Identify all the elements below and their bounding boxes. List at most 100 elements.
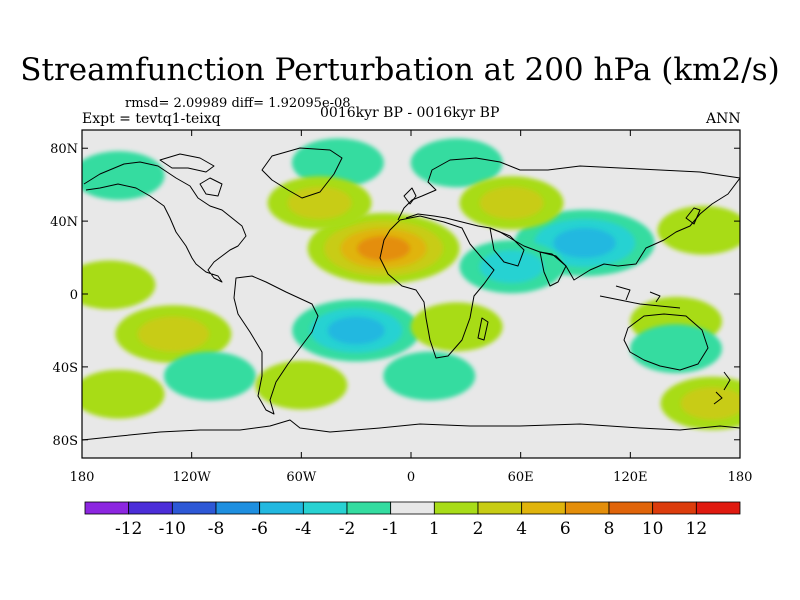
- anomaly-8: [410, 138, 503, 188]
- coastlines: [82, 147, 740, 441]
- anomaly-16-band-1: [82, 369, 165, 419]
- coastline-uk: [403, 187, 417, 205]
- colorbar-label-5: -4: [295, 519, 312, 539]
- colorbar-label-4: -6: [251, 519, 268, 539]
- coastline-greenland: [261, 147, 343, 199]
- colorbar-swatch-2: [128, 501, 173, 515]
- y-tick-label-2: 0: [70, 288, 78, 303]
- x-tick-label-2: 60W: [286, 470, 317, 485]
- colorbar-label-2: -10: [159, 519, 186, 539]
- anomaly-17: [660, 376, 740, 430]
- coastline-canadian-archipelago: [159, 153, 215, 173]
- colorbar-label-3: -8: [208, 519, 225, 539]
- x-tick-label-1: 120W: [173, 470, 212, 485]
- anomaly-18: [82, 260, 156, 310]
- x-tick-label-0: 180: [70, 470, 95, 485]
- colorbar: -12 -10 -8 -6 -4 -2 -1 1 2 4 6 8 10 12: [84, 501, 741, 539]
- anomaly-6-band-2: [287, 186, 352, 220]
- anomaly-2-band-3: [553, 228, 616, 258]
- coastline-new-zealand: [713, 371, 731, 405]
- colorbar-swatch-4: [215, 501, 261, 515]
- coastline-antarctica: [82, 419, 740, 441]
- anomaly-4: [292, 299, 421, 362]
- anomaly-12-band-1: [383, 351, 476, 401]
- y-tick-label-3: 40S: [53, 361, 78, 376]
- anomaly-1-band-4: [357, 236, 410, 261]
- stats-text: rmsd= 2.09989 diff= 1.92095e-08: [125, 96, 351, 111]
- anomaly-12: [383, 351, 476, 401]
- anomaly-1: [307, 213, 460, 284]
- anomaly-16: [82, 369, 165, 419]
- colorbar-label-12: 8: [604, 519, 615, 539]
- colorbar-label-10: 4: [516, 519, 527, 539]
- colorbar-swatch-13: [608, 501, 654, 515]
- colorbar-label-6: -2: [339, 519, 356, 539]
- colorbar-label-11: 6: [560, 519, 571, 539]
- colorbar-swatch-14: [652, 501, 697, 515]
- axis-layer: 180 120W 60W 0 60E 120E 180 80N 40N 0 40S 80S: [50, 130, 752, 485]
- colorbar-swatch-1: [84, 501, 130, 515]
- colorbar-swatch-6: [302, 501, 348, 515]
- anomaly-20: [657, 205, 740, 255]
- anomaly-19-band-1: [255, 360, 348, 410]
- anomaly-9-band-2: [479, 186, 544, 220]
- colorbar-swatch-12: [564, 501, 610, 515]
- x-tick-label-4: 60E: [508, 470, 534, 485]
- coastline-australia: [623, 313, 709, 371]
- colorbar-swatch-15: [695, 501, 741, 515]
- colorbar-swatch-3: [171, 501, 217, 515]
- y-tick-label-1: 40N: [50, 215, 78, 230]
- anomaly-10: [115, 305, 232, 363]
- anomaly-10-band-2: [137, 316, 210, 352]
- coastline-indonesia: [599, 285, 681, 309]
- y-tick-label-4: 80S: [53, 434, 78, 449]
- anomaly-7: [82, 151, 165, 200]
- colorbar-label-9: 2: [473, 519, 484, 539]
- anomaly-4-band-3: [327, 316, 385, 345]
- anomaly-20-band-1: [657, 205, 740, 255]
- x-tick-label-6: 180: [728, 470, 753, 485]
- x-tick-label-5: 120E: [613, 470, 647, 485]
- anomaly-9: [459, 176, 564, 230]
- coastline-north-america: [83, 161, 247, 283]
- colorbar-swatch-9: [433, 501, 479, 515]
- anomaly-5-band-1: [291, 138, 384, 188]
- anomaly-6: [267, 176, 372, 230]
- anomaly-18-band-1: [82, 260, 156, 310]
- anomaly-3: [459, 240, 564, 294]
- anomaly-15-band-1: [163, 351, 256, 401]
- anomaly-19: [255, 360, 348, 410]
- experiment-label: Expt = tevtq1-teixq: [82, 111, 221, 127]
- colorbar-label-8: 1: [429, 519, 440, 539]
- colorbar-label-14: 12: [686, 519, 708, 539]
- anomaly-5: [291, 138, 384, 188]
- coastline-japan: [685, 207, 701, 225]
- anomaly-14: [630, 324, 723, 374]
- anomaly-17-band-2: [680, 386, 740, 420]
- map-background: [82, 130, 740, 458]
- map-panel: 180 120W 60W 0 60E 120E 180 80N 40N 0 40S 80S: [50, 129, 752, 485]
- colorbar-swatch-11: [521, 501, 566, 515]
- anomaly-8-band-1: [410, 138, 503, 188]
- anomaly-3-band-2: [479, 250, 544, 284]
- coastline-arabia: [489, 227, 525, 267]
- colorbar-swatch-8: [390, 501, 435, 515]
- colorbar-swatch-10: [477, 501, 523, 515]
- period-label: 0016kyr BP - 0016kyr BP: [320, 105, 500, 121]
- season-label: ANN: [706, 111, 741, 127]
- coastline-south-america: [233, 275, 319, 415]
- anomaly-7-band-1: [82, 151, 165, 200]
- coastline-africa: [379, 215, 495, 359]
- anomaly-15: [163, 351, 256, 401]
- anomaly-layer: [82, 138, 740, 430]
- colorbar-swatch-7: [346, 501, 392, 515]
- y-tick-label-0: 80N: [50, 142, 78, 157]
- x-tick-label-3: 0: [407, 470, 415, 485]
- colorbar-label-1: -12: [115, 519, 142, 539]
- coastline-madagascar: [477, 317, 489, 341]
- colorbar-swatch-5: [259, 501, 304, 515]
- colorbar-label-7: -1: [382, 519, 399, 539]
- coastline-india: [539, 251, 567, 287]
- colorbar-label-13: 10: [642, 519, 664, 539]
